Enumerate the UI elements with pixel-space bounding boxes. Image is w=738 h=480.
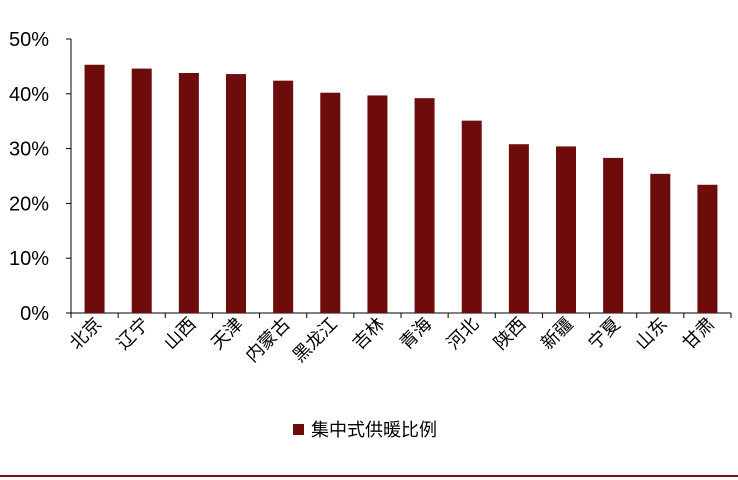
x-category-label: 内蒙古	[242, 314, 295, 367]
x-category-label: 吉林	[349, 314, 389, 354]
legend-swatch	[293, 424, 304, 435]
bar	[131, 68, 152, 313]
x-category-label: 黑龙江	[289, 314, 342, 367]
chart-axes	[66, 38, 732, 318]
y-tick-label: 40%	[9, 84, 49, 106]
y-tick-label: 10%	[9, 248, 49, 270]
legend-label: 集中式供暖比例	[311, 420, 437, 441]
bar	[226, 74, 246, 314]
y-tick-label: 50%	[9, 29, 49, 51]
bar	[508, 144, 529, 313]
x-category-label: 青海	[396, 314, 436, 354]
y-axis-tick-labels: 0% 10% 20% 30% 40% 50%	[9, 29, 49, 325]
x-category-label: 山西	[160, 314, 200, 354]
x-category-label: 辽宁	[113, 314, 153, 354]
bar	[650, 173, 671, 313]
x-category-label: 宁夏	[584, 314, 624, 354]
legend: 集中式供暖比例	[293, 420, 437, 441]
y-tick-label: 20%	[9, 193, 49, 215]
bar	[320, 92, 341, 313]
y-tick-label: 0%	[20, 303, 49, 325]
x-category-label: 新疆	[537, 314, 577, 354]
bar	[84, 64, 105, 313]
bar	[461, 120, 482, 313]
x-category-label: 河北	[443, 314, 483, 354]
x-category-label: 山东	[632, 314, 672, 354]
bar	[178, 72, 199, 313]
x-category-label: 北京	[66, 314, 106, 354]
x-category-label: 甘肃	[679, 314, 719, 354]
bar	[273, 80, 294, 313]
x-category-label: 陕西	[490, 314, 530, 354]
bar	[414, 98, 435, 314]
bar-series	[84, 64, 718, 314]
y-tick-label: 30%	[9, 139, 49, 161]
bar	[697, 184, 718, 313]
bar	[367, 95, 388, 313]
bar	[603, 157, 624, 313]
bar	[556, 146, 576, 313]
x-category-label: 天津	[207, 314, 247, 354]
